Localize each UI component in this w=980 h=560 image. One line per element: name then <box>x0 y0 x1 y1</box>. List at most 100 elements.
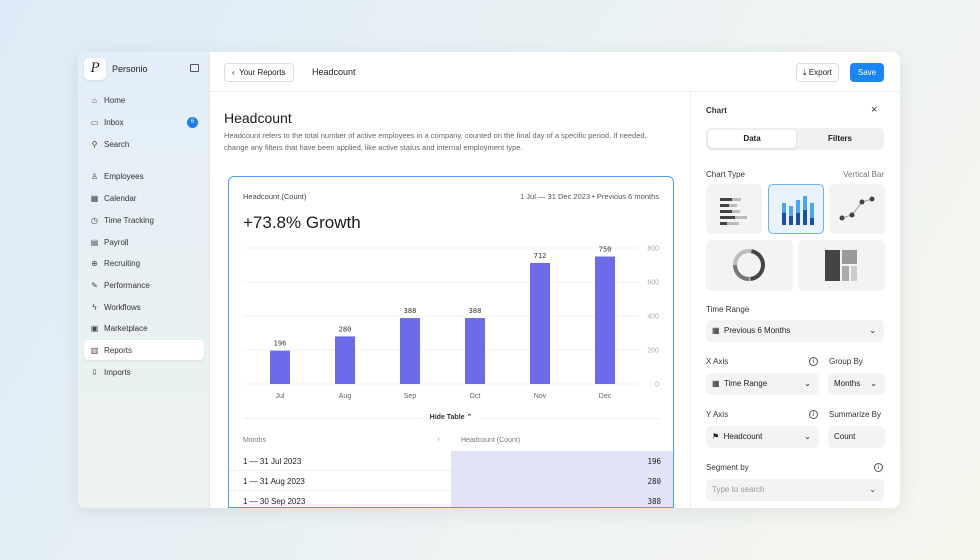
tab-data[interactable]: Data <box>708 130 796 148</box>
time-range-select[interactable]: ▦ Previous 6 Months ⌄ <box>706 320 884 342</box>
y-tick-label: 600 <box>647 280 659 287</box>
chart-type-value: Vertical Bar <box>843 170 884 179</box>
table-row[interactable]: 1 — 30 Sep 2023 388 <box>229 491 673 507</box>
bar-jul[interactable] <box>270 350 290 384</box>
inbox-badge: 6 <box>187 116 198 128</box>
table-row[interactable]: 1 — 31 Jul 2023 196 <box>229 451 673 471</box>
chart-label: Headcount (Count) <box>243 192 307 201</box>
line-chart-icon <box>839 196 875 221</box>
data-label: 712 <box>534 252 547 260</box>
sidebar-item-marketplace[interactable]: ▣ Marketplace <box>84 318 204 338</box>
sidebar-item-payroll[interactable]: ▤ Payroll <box>84 232 204 252</box>
bar-sep[interactable] <box>400 318 420 384</box>
y-tick-label: 200 <box>647 348 659 355</box>
bar-oct[interactable] <box>465 318 485 384</box>
sidebar-item-calendar[interactable]: ▦ Calendar <box>84 188 204 208</box>
treemap-icon <box>825 250 857 281</box>
sidebar-item-employees[interactable]: ♙ Employees <box>84 166 204 186</box>
month-cell: 1 — 30 Sep 2023 <box>243 497 306 506</box>
sidebar-item-imports[interactable]: ⇩ Imports <box>84 362 204 382</box>
horizontal-bar-icon <box>720 198 747 225</box>
tab-filters[interactable]: Filters <box>827 134 852 143</box>
bar-dec[interactable] <box>595 256 615 385</box>
segment-by-label: Segment by <box>706 463 749 472</box>
report-main: Headcount Headcount refers to the total … <box>210 92 690 508</box>
y-tick-label: 800 <box>647 246 659 253</box>
x-tick-label: Aug <box>339 393 352 400</box>
vertical-bar-option[interactable] <box>768 184 824 234</box>
personio-logo: P <box>84 58 106 80</box>
export-label: Export <box>808 68 832 77</box>
info-icon[interactable]: i <box>809 357 818 366</box>
page-title: Headcount <box>224 110 292 126</box>
col-headcount[interactable]: Headcount (Count) <box>461 437 521 444</box>
sidebar-item-label: Payroll <box>104 237 129 247</box>
segment-search-input[interactable]: Type to search ⌄ <box>706 479 884 501</box>
chart-type-label: Chart Type <box>706 170 745 179</box>
chevron-down-icon: ⌄ <box>869 485 876 494</box>
x-tick-label: Jul <box>276 393 285 400</box>
y-axis-select[interactable]: ⚑ Headcount ⌄ <box>706 426 819 448</box>
chevron-down-icon: ⌄ <box>869 326 876 335</box>
donut-chart-option[interactable] <box>706 240 793 291</box>
sidebar-item-label: Calendar <box>104 193 137 203</box>
calendar-icon: ▦ <box>90 193 99 203</box>
x-tick-label: Nov <box>534 393 547 400</box>
sidebar-item-recruiting[interactable]: ⊕ Recruiting <box>84 253 204 273</box>
sidebar-item-search[interactable]: ⚲ Search <box>84 134 204 154</box>
bar-nov[interactable] <box>530 262 550 384</box>
chevron-down-icon: ⌄ <box>804 432 811 441</box>
sort-asc-icon[interactable]: ↑ <box>437 437 441 444</box>
hide-table-button[interactable]: Hide Table ⌃ <box>229 413 673 421</box>
donut-chart-icon <box>733 249 765 281</box>
x-axis-select[interactable]: ▦ Time Range ⌄ <box>706 373 819 395</box>
table-row[interactable]: 1 — 31 Aug 2023 280 <box>229 471 673 491</box>
x-axis-value: Time Range <box>723 379 768 388</box>
save-button[interactable]: Save <box>850 63 884 82</box>
reports-icon: ▥ <box>90 345 99 355</box>
horizontal-bar-option[interactable] <box>706 184 762 234</box>
sidebar-item-workflows[interactable]: ϟ Workflows <box>84 297 204 317</box>
line-chart-option[interactable] <box>829 184 885 234</box>
top-bar: ‹ Your Reports Headcount ⤓ Export Save <box>210 52 900 92</box>
search-icon: ⚲ <box>91 139 98 149</box>
back-button[interactable]: ‹ Your Reports <box>224 63 294 82</box>
sidebar-item-performance[interactable]: ✎ Performance <box>84 275 204 295</box>
brand-name: Personio <box>112 64 148 74</box>
x-axis-label: X Axis <box>706 357 729 366</box>
month-cell: 1 — 31 Aug 2023 <box>243 477 305 486</box>
sidebar-item-reports[interactable]: ▥ Reports <box>84 340 204 360</box>
page-header-title: Headcount <box>312 67 356 77</box>
chart-card[interactable]: Headcount (Count) 1 Jul — 31 Dec 2023 • … <box>228 176 674 508</box>
sidebar-item-time-tracking[interactable]: ◷ Time Tracking <box>84 210 204 230</box>
treemap-option[interactable] <box>798 240 885 291</box>
x-tick-label: Dec <box>599 393 612 400</box>
col-months[interactable]: Months <box>243 437 266 444</box>
info-icon[interactable]: i <box>874 463 883 472</box>
sidebar-toggle-icon[interactable] <box>190 64 199 72</box>
value-text: 388 <box>647 497 661 506</box>
sidebar-item-home[interactable]: ⌂ Home <box>84 90 204 110</box>
x-tick-label: Oct <box>470 393 481 400</box>
calendar-icon: ▦ <box>712 379 720 388</box>
close-icon[interactable]: × <box>871 104 878 116</box>
chart-settings-panel: Chart × Data Filters Chart Type Vertical… <box>690 92 900 508</box>
sidebar-item-label: Reports <box>104 345 133 355</box>
summarize-select[interactable]: Count <box>828 426 885 448</box>
group-by-value: Months <box>834 379 861 388</box>
group-by-label: Group By <box>829 357 863 366</box>
home-icon: ⌂ <box>92 95 97 105</box>
y-tick-label: 0 <box>655 382 659 389</box>
date-range: 1 Jul — 31 Dec 2023 • Previous 6 months <box>520 192 659 201</box>
bar-aug[interactable] <box>335 336 355 384</box>
sidebar-item-inbox[interactable]: ▭ Inbox 6 <box>84 112 204 132</box>
group-by-select[interactable]: Months ⌄ <box>828 373 885 395</box>
data-label: 388 <box>404 307 417 315</box>
summarize-by-label: Summarize By <box>829 410 882 419</box>
page-description: Headcount refers to the total number of … <box>224 131 647 152</box>
value-cell: 196 <box>451 451 673 471</box>
info-icon[interactable]: i <box>809 410 818 419</box>
payroll-icon: ▤ <box>90 237 99 247</box>
export-button[interactable]: ⤓ Export <box>796 63 839 82</box>
chevron-down-icon: ⌄ <box>804 379 811 388</box>
